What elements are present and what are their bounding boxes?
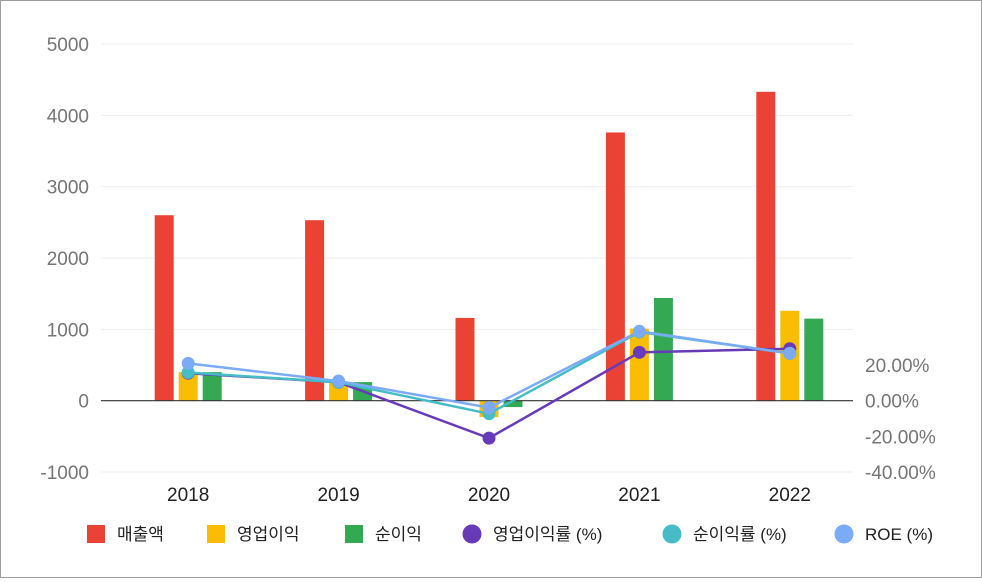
- line-point-1-2021: [632, 345, 646, 359]
- right-axis-tick-label: -20.00%: [865, 427, 936, 448]
- line-point-3-2018: [181, 356, 195, 370]
- left-axis-tick-label: -1000: [40, 463, 89, 484]
- left-axis: 5000 4000 3000 2000 1000 0 -1000: [40, 35, 89, 484]
- bar-1-2020: [455, 317, 475, 401]
- legend-label: 순이익률 (%): [693, 525, 787, 544]
- legend-label: 영업이익률 (%): [493, 525, 602, 544]
- bar-3-2021: [653, 297, 673, 401]
- line-point-3-2021: [632, 324, 646, 338]
- left-axis-tick-label: 5000: [47, 35, 89, 56]
- bar-3-2020: [503, 400, 523, 408]
- legend-label: 영업이익: [237, 525, 300, 544]
- left-axis-tick-label: 2000: [47, 249, 89, 270]
- line-series-3: [188, 330, 790, 409]
- x-axis-tick-label: 2022: [769, 485, 811, 506]
- x-axis-tick-label: 2021: [618, 485, 660, 506]
- x-axis-tick-label: 2019: [317, 485, 359, 506]
- gridlines: [101, 43, 853, 473]
- left-axis-tick-label: 3000: [47, 178, 89, 199]
- line-series-1: [188, 347, 790, 440]
- legend-marker: [662, 524, 682, 544]
- x-axis-tick-label: 2020: [468, 485, 510, 506]
- bar-1-2019: [305, 220, 325, 401]
- left-axis-tick-label: 0: [78, 392, 89, 413]
- x-axis-tick-label: 2018: [167, 485, 209, 506]
- legend-swatch: [207, 525, 225, 543]
- line-point-2-2018: [181, 365, 195, 379]
- bar-2-2021: [629, 328, 649, 401]
- bar-3-2022: [804, 318, 824, 401]
- legend-label: ROE (%): [865, 525, 933, 544]
- bar-3-2018: [202, 372, 222, 401]
- legend-swatch: [345, 525, 363, 543]
- left-axis-tick-label: 1000: [47, 320, 89, 341]
- line-point-3-2019: [332, 374, 346, 388]
- legend-swatch: [87, 525, 105, 543]
- bar-2-2019: [329, 382, 349, 401]
- bar-2-2018: [178, 372, 198, 401]
- right-axis: 20.00% 0.00% -20.00% -40.00%: [865, 356, 936, 484]
- legend-marker: [462, 524, 482, 544]
- bar-1-2021: [605, 132, 625, 401]
- bar-series-group: [154, 91, 824, 418]
- bar-1-2018: [154, 215, 174, 401]
- bar-1-2022: [756, 91, 776, 401]
- legend: 매출액 영업이익 순이익 영업이익률 (%) 순이익률 (%) ROE (%): [87, 524, 933, 544]
- line-point-1-2020: [482, 431, 496, 445]
- legend-label: 매출액: [117, 525, 164, 544]
- line-point-3-2022: [783, 346, 797, 360]
- line-series-group: [181, 324, 797, 445]
- legend-marker: [834, 524, 854, 544]
- legend-label: 순이익: [375, 525, 422, 544]
- right-axis-tick-label: -40.00%: [865, 463, 936, 484]
- line-point-3-2020: [482, 401, 496, 415]
- x-axis: 2018 2019 2020 2021 2022: [167, 485, 811, 506]
- right-axis-tick-label: 0.00%: [865, 392, 919, 413]
- left-axis-tick-label: 4000: [47, 106, 89, 127]
- right-axis-tick-label: 20.00%: [865, 356, 930, 377]
